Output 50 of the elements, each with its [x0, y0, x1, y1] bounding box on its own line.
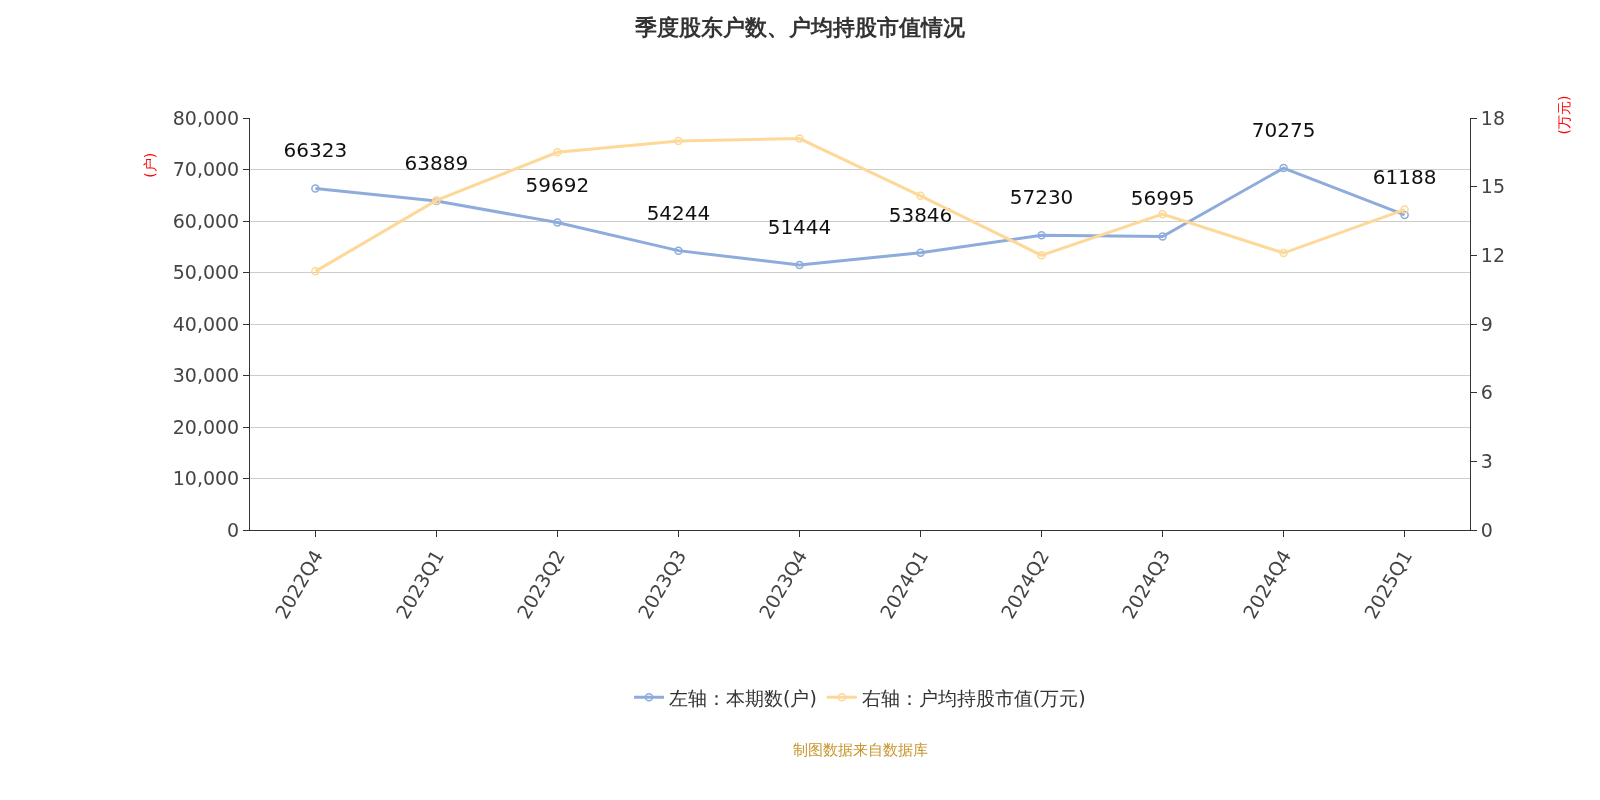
- point: [311, 184, 320, 193]
- point: [1037, 231, 1046, 240]
- y-tick-label: 10,000: [172, 467, 240, 490]
- text: 制图数据来自数据库: [793, 741, 928, 759]
- y2-tick-label: 6: [1480, 381, 1493, 404]
- y2-tick-label: 9: [1480, 312, 1493, 335]
- y-axis-title: (户): [141, 152, 158, 178]
- point: [553, 148, 562, 157]
- data-label: 63889: [404, 150, 469, 175]
- data-label: 53846: [888, 202, 953, 227]
- y-tick-label: 0: [227, 518, 240, 541]
- data-label: 59692: [525, 172, 590, 197]
- data-label: 51444: [767, 215, 832, 240]
- point: [795, 134, 804, 143]
- point: [1158, 232, 1167, 241]
- point: [916, 248, 925, 257]
- y2-axis-title: (万元): [1555, 95, 1572, 135]
- data-label: 56995: [1130, 186, 1195, 211]
- data-label: 70275: [1251, 118, 1316, 143]
- point: [311, 267, 320, 276]
- point: [1037, 251, 1046, 260]
- data-label: 54244: [646, 200, 711, 225]
- point: [1279, 248, 1288, 258]
- y-tick-label: 60,000: [172, 209, 240, 232]
- y2-tick-label: 3: [1480, 449, 1493, 472]
- point: [553, 218, 562, 227]
- y-tick-label: 40,000: [172, 312, 240, 335]
- y2-tick-label: 18: [1480, 106, 1505, 129]
- point: [1400, 210, 1409, 220]
- y2-tick-label: 15: [1480, 175, 1505, 198]
- y-tick-label: 20,000: [172, 415, 240, 438]
- point: [674, 246, 683, 255]
- y-tick-label: 50,000: [172, 261, 240, 284]
- point: [1158, 209, 1167, 219]
- data-label: 57230: [1009, 185, 1074, 210]
- data-label: 61188: [1372, 164, 1437, 189]
- legend-label: 左轴：本期数(户): [669, 686, 817, 709]
- data-label: 66323: [283, 138, 348, 163]
- legend-label: 右轴：户均持股市值(万元): [861, 686, 1086, 709]
- y2-tick-label: 0: [1480, 518, 1493, 541]
- y2-tick-label: 12: [1480, 243, 1505, 266]
- point: [795, 260, 804, 270]
- point: [674, 136, 683, 146]
- point: [1400, 205, 1409, 214]
- point: [916, 191, 925, 201]
- y-tick-label: 80,000: [172, 106, 240, 129]
- chart-title: 季度股东户数、户均持股市值情况: [634, 15, 966, 41]
- y-tick-label: 70,000: [172, 158, 240, 181]
- y-tick-label: 30,000: [172, 364, 240, 387]
- point: [1279, 163, 1288, 173]
